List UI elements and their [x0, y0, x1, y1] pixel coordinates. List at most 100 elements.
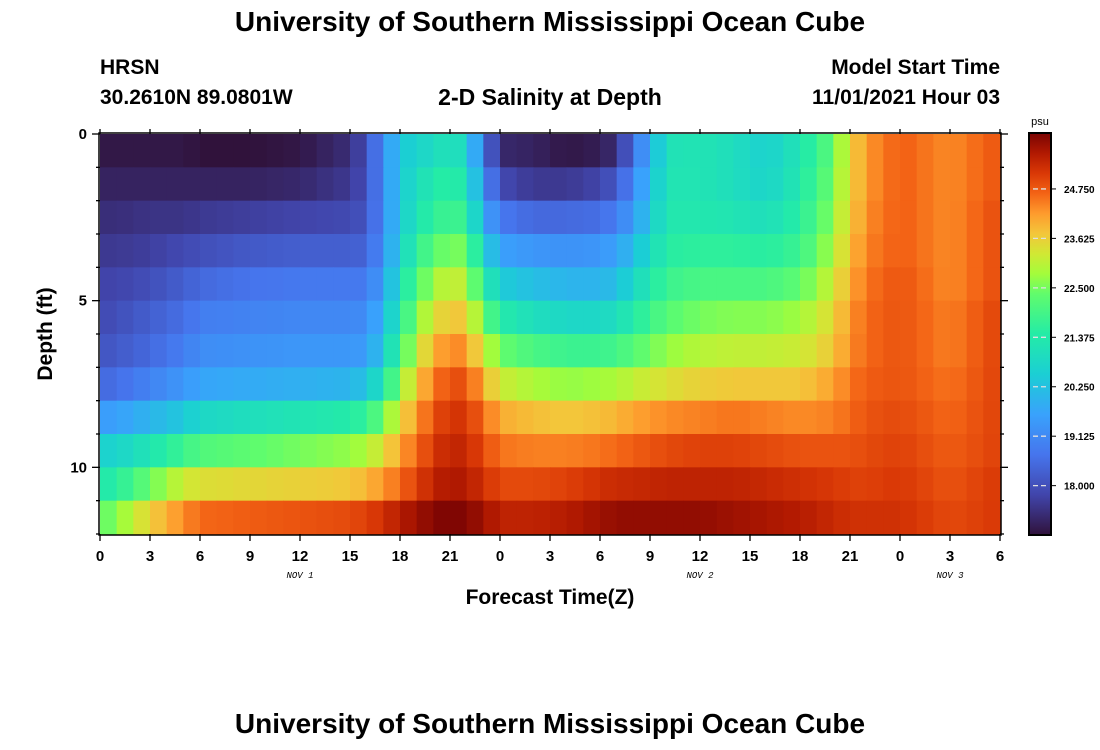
heatmap-cell: [466, 400, 484, 435]
heatmap-cell: [616, 167, 634, 202]
heatmap-cell: [516, 334, 534, 368]
heatmap-cell: [500, 267, 518, 302]
heatmap-cell: [716, 434, 734, 468]
heatmap-cell: [866, 200, 884, 235]
heatmap-cell: [416, 334, 434, 368]
heatmap-cell: [466, 134, 484, 168]
heatmap-cell: [433, 267, 451, 302]
heatmap-cell: [933, 400, 951, 435]
heatmap-cell: [283, 200, 301, 235]
heatmap-cell: [750, 200, 768, 235]
heatmap-cell: [750, 334, 768, 368]
heatmap-cell: [250, 400, 268, 435]
heatmap-cell: [100, 434, 118, 468]
heatmap-cell: [450, 267, 468, 302]
heatmap-cell: [700, 434, 718, 468]
heatmap-cell: [500, 200, 518, 235]
heatmap-cell: [283, 434, 301, 468]
heatmap-cell: [833, 134, 851, 168]
heatmap-cell: [216, 300, 234, 335]
heatmap-cell: [716, 200, 734, 235]
heatmap-cell: [400, 467, 418, 502]
heatmap-cell: [500, 367, 518, 402]
heatmap-cell: [733, 167, 751, 202]
heatmap-cell: [716, 500, 734, 535]
heatmap-cell: [133, 400, 151, 435]
heatmap-cell: [500, 234, 518, 268]
heatmap-cell: [483, 167, 501, 202]
heatmap-cell: [366, 367, 384, 402]
heatmap-cell: [250, 234, 268, 268]
heatmap-cell: [950, 367, 968, 402]
heatmap-cell: [166, 467, 184, 502]
heatmap-cell: [600, 500, 618, 535]
heatmap-cell: [350, 134, 368, 168]
heatmap-cell: [166, 167, 184, 202]
heatmap-cell: [333, 200, 351, 235]
heatmap-cell: [400, 167, 418, 202]
heatmap-cell: [250, 334, 268, 368]
heatmap-cell: [800, 334, 818, 368]
heatmap-cell: [900, 400, 918, 435]
heatmap-cell: [466, 167, 484, 202]
x-axis-title: Forecast Time(Z): [466, 586, 635, 609]
heatmap-cell: [900, 267, 918, 302]
heatmap-cell: [550, 434, 568, 468]
heatmap-cell: [400, 200, 418, 235]
heatmap-cell: [716, 234, 734, 268]
heatmap-cell: [516, 500, 534, 535]
heatmap-cell: [350, 234, 368, 268]
heatmap-cell: [250, 300, 268, 335]
heatmap-cell: [133, 167, 151, 202]
heatmap-cell: [400, 334, 418, 368]
heatmap-cell: [950, 467, 968, 502]
heatmap-cell: [850, 334, 868, 368]
heatmap-cell: [983, 400, 1001, 435]
heatmap-cell: [466, 200, 484, 235]
heatmap-cell: [150, 267, 168, 302]
heatmap-cell: [650, 334, 668, 368]
heatmap-cell: [916, 400, 934, 435]
heatmap-cell: [783, 200, 801, 235]
heatmap-cell: [350, 167, 368, 202]
heatmap-cell: [833, 400, 851, 435]
heatmap-cell: [133, 134, 151, 168]
heatmap-cell: [266, 434, 284, 468]
heatmap-cell: [400, 434, 418, 468]
heatmap-cell: [283, 334, 301, 368]
heatmap-cell: [216, 500, 234, 535]
heatmap-cell: [933, 434, 951, 468]
heatmap-cell: [166, 267, 184, 302]
heatmap-cell: [166, 500, 184, 535]
heatmap-cell: [166, 200, 184, 235]
heatmap-cell: [900, 234, 918, 268]
heatmap-cell: [550, 300, 568, 335]
heatmap-cell: [216, 334, 234, 368]
heatmap-cell: [866, 167, 884, 202]
heatmap-cell: [300, 367, 318, 402]
heatmap-cell: [683, 400, 701, 435]
heatmap-cell: [166, 300, 184, 335]
heatmap-cell: [333, 434, 351, 468]
heatmap-cell: [566, 300, 584, 335]
heatmap-cell: [183, 234, 201, 268]
heatmap-cell: [383, 167, 401, 202]
heatmap-cell: [833, 167, 851, 202]
heatmap-cell: [483, 234, 501, 268]
heatmap-cell: [150, 400, 168, 435]
heatmap-cell: [200, 267, 218, 302]
heatmap-cell: [450, 234, 468, 268]
heatmap-cell: [133, 467, 151, 502]
heatmap-cell: [250, 267, 268, 302]
heatmap-cell: [750, 400, 768, 435]
heatmap-cell: [683, 167, 701, 202]
heatmap-cell: [216, 200, 234, 235]
heatmap-cell: [733, 467, 751, 502]
heatmap-cell: [166, 434, 184, 468]
y-axis: 0 5 10: [70, 126, 1008, 535]
heatmap-cell: [666, 134, 684, 168]
heatmap-cell: [250, 167, 268, 202]
heatmap-cell: [533, 300, 551, 335]
heatmap-cell: [850, 434, 868, 468]
heatmap-cell: [583, 234, 601, 268]
